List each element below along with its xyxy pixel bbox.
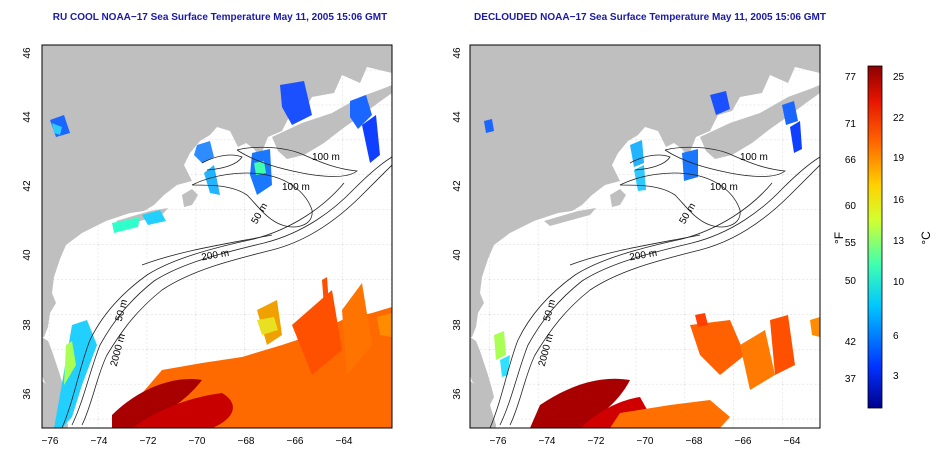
right-map-title: DECLOUDED NOAA−17 Sea Surface Temperatur… bbox=[474, 12, 826, 23]
colorbar-c-tick: 6 bbox=[893, 331, 899, 342]
right-lon-tick: −64 bbox=[784, 436, 801, 447]
left-map-title: RU COOL NOAA−17 Sea Surface Temperature … bbox=[52, 12, 388, 23]
colorbar-f-tick: 50 bbox=[845, 276, 857, 287]
left-lat-tick: 44 bbox=[22, 111, 33, 123]
colorbar: 77 71 66 60 55 50 42 37 25 22 19 16 13 1… bbox=[832, 65, 933, 409]
right-lon-ticks: −76 −74 −72 −70 −68 −66 −64 bbox=[490, 436, 801, 447]
right-lat-tick: 42 bbox=[452, 180, 463, 192]
left-lon-tick: −74 bbox=[91, 436, 108, 447]
left-label-100m-b: 100 m bbox=[282, 182, 310, 193]
colorbar-unit-f: °F bbox=[832, 232, 846, 244]
right-lat-tick: 38 bbox=[452, 319, 463, 331]
colorbar-gradient bbox=[867, 65, 883, 409]
right-lat-tick: 40 bbox=[452, 249, 463, 261]
left-sst-field bbox=[50, 81, 392, 428]
colorbar-unit-c: °C bbox=[919, 231, 933, 245]
right-label-200m: 200 m bbox=[629, 248, 658, 264]
left-label-200m: 200 m bbox=[201, 248, 230, 264]
right-lon-tick: −76 bbox=[490, 436, 507, 447]
left-lon-ticks: −76 −74 −72 −70 −68 −66 −64 bbox=[42, 436, 353, 447]
right-lon-tick: −74 bbox=[539, 436, 556, 447]
left-lat-tick: 46 bbox=[22, 47, 33, 59]
right-lat-ticks: 46 44 42 40 38 36 bbox=[452, 47, 463, 400]
colorbar-f-tick: 77 bbox=[845, 72, 857, 83]
colorbar-f-tick: 37 bbox=[845, 374, 857, 385]
right-label-100m-b: 100 m bbox=[710, 182, 738, 193]
right-label-100m-a: 100 m bbox=[740, 152, 768, 163]
left-lon-tick: −76 bbox=[42, 436, 59, 447]
colorbar-f-tick: 55 bbox=[845, 238, 857, 249]
left-lat-tick: 36 bbox=[22, 388, 33, 400]
colorbar-f-tick: 66 bbox=[845, 155, 857, 166]
right-lat-tick: 36 bbox=[452, 388, 463, 400]
colorbar-c-tick: 13 bbox=[893, 236, 905, 247]
left-lon-tick: −72 bbox=[140, 436, 157, 447]
left-lon-tick: −68 bbox=[238, 436, 255, 447]
colorbar-c-tick: 22 bbox=[893, 113, 905, 124]
left-lat-tick: 38 bbox=[22, 319, 33, 331]
colorbar-c-ticks: 25 22 19 16 13 10 6 3 bbox=[893, 72, 905, 382]
right-lon-tick: −66 bbox=[735, 436, 752, 447]
colorbar-f-tick: 42 bbox=[845, 337, 857, 348]
right-sst-field bbox=[484, 91, 820, 428]
colorbar-f-tick: 71 bbox=[845, 119, 857, 130]
left-lat-tick: 40 bbox=[22, 249, 33, 261]
colorbar-f-tick: 60 bbox=[845, 201, 857, 212]
right-lon-tick: −68 bbox=[686, 436, 703, 447]
colorbar-c-tick: 3 bbox=[893, 371, 899, 382]
right-lon-tick: −70 bbox=[637, 436, 654, 447]
colorbar-f-ticks: 77 71 66 60 55 50 42 37 bbox=[845, 72, 857, 385]
right-lat-tick: 46 bbox=[452, 47, 463, 59]
left-label-100m-a: 100 m bbox=[312, 152, 340, 163]
right-map-panel: 100 m 100 m 50 m 200 m 50 m 2000 m 46 44… bbox=[452, 44, 821, 447]
left-lat-tick: 42 bbox=[22, 180, 33, 192]
right-lon-tick: −72 bbox=[588, 436, 605, 447]
colorbar-c-tick: 10 bbox=[893, 277, 905, 288]
left-lon-tick: −64 bbox=[336, 436, 353, 447]
left-lon-tick: −66 bbox=[287, 436, 304, 447]
left-lon-tick: −70 bbox=[189, 436, 206, 447]
left-lat-ticks: 46 44 42 40 38 36 bbox=[22, 47, 33, 400]
colorbar-c-tick: 19 bbox=[893, 153, 905, 164]
left-map-panel: 100 m 100 m 50 m 200 m 50 m 2000 m 46 44… bbox=[22, 44, 393, 447]
colorbar-c-tick: 16 bbox=[893, 195, 905, 206]
colorbar-c-tick: 25 bbox=[893, 72, 905, 83]
right-lat-tick: 44 bbox=[452, 111, 463, 123]
